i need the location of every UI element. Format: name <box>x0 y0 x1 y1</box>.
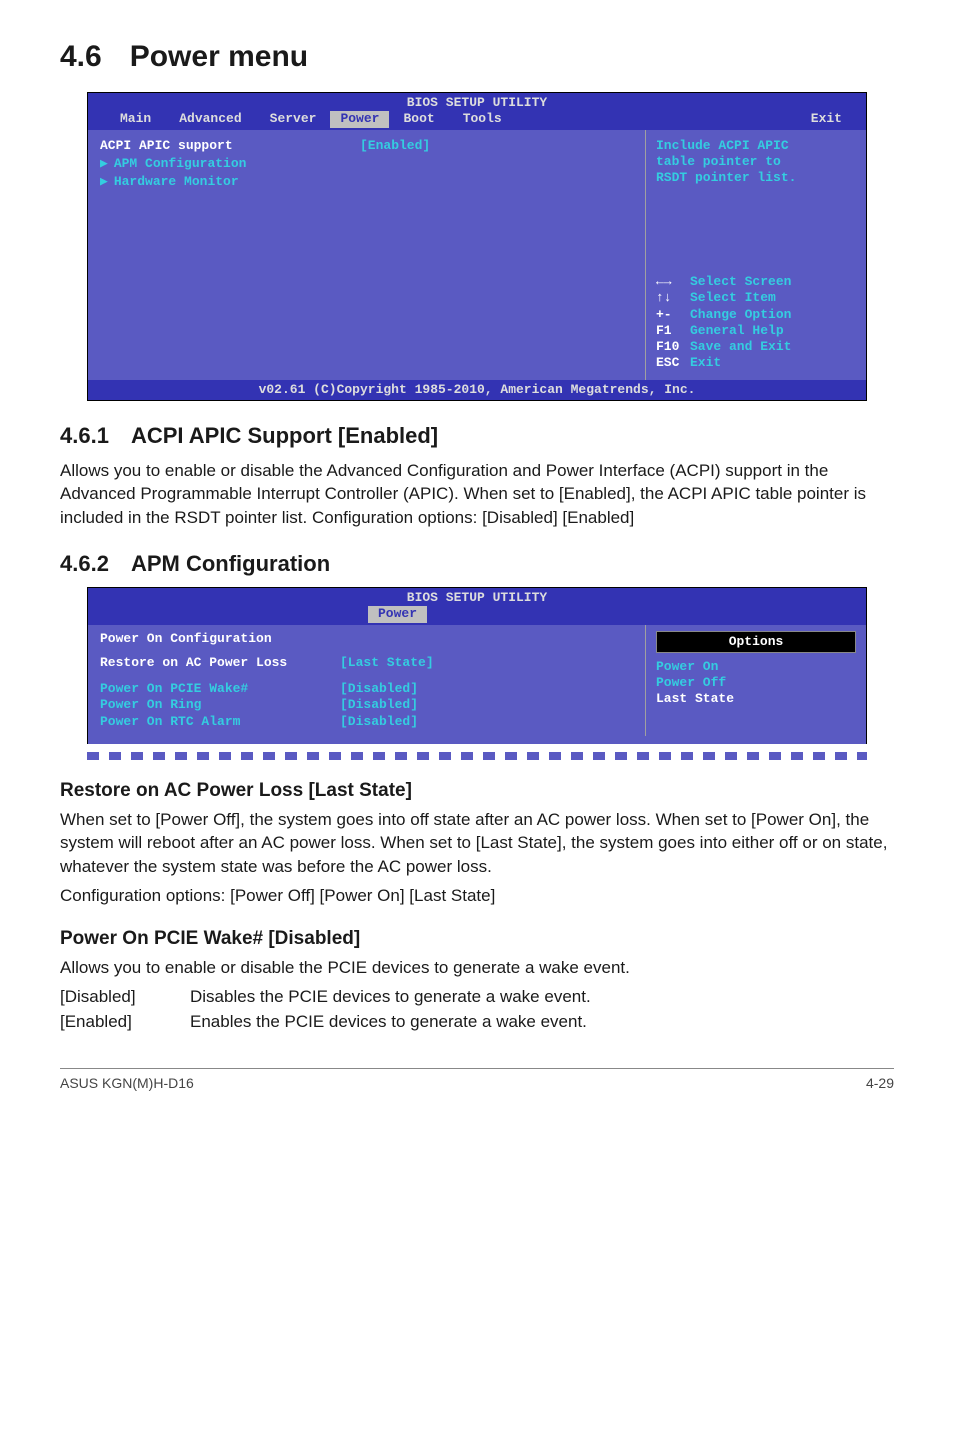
h1-number: 4.6 <box>60 40 102 73</box>
rtc-alarm-value: [Disabled] <box>340 714 418 730</box>
tab-exit: Exit <box>797 111 856 127</box>
acpi-apic-label: ACPI APIC support <box>100 138 360 154</box>
restore-ac-label: Restore on AC Power Loss <box>100 655 340 671</box>
bios-title: BIOS SETUP UTILITY <box>88 588 866 606</box>
restore-ac-value: [Last State] <box>340 655 434 671</box>
pcie-wake-value: [Disabled] <box>340 681 418 697</box>
h2-number: 4.6.1 <box>60 423 109 448</box>
opt-val-enabled: Enables the PCIE devices to generate a w… <box>190 1010 894 1035</box>
acpi-apic-description: Allows you to enable or disable the Adva… <box>60 459 894 529</box>
tab-boot: Boot <box>389 111 448 127</box>
power-on-ring-label: Power On Ring <box>100 697 340 713</box>
h2-title: ACPI APIC Support [Enabled] <box>131 423 438 448</box>
tab-server: Server <box>256 111 331 127</box>
section-heading-4-6-1: 4.6.1 ACPI APIC Support [Enabled] <box>60 423 894 449</box>
bios-power-menu-screenshot: BIOS SETUP UTILITY Main Advanced Server … <box>87 92 867 401</box>
bios-right-pane: Include ACPI APIC table pointer to RSDT … <box>646 130 866 380</box>
page-footer: ASUS KGN(M)H-D16 4-29 <box>60 1068 894 1091</box>
power-on-ring-value: [Disabled] <box>340 697 418 713</box>
apm-config-link: ▶APM Configuration <box>100 156 633 172</box>
tab-tools: Tools <box>449 111 516 127</box>
pcie-wake-heading: Power On PCIE Wake# [Disabled] <box>60 928 894 950</box>
tab-advanced: Advanced <box>165 111 255 127</box>
bios-left-pane: ACPI APIC support [Enabled] ▶APM Configu… <box>88 130 646 380</box>
opt-key-enabled: [Enabled] <box>60 1010 190 1035</box>
pcie-wake-description: Allows you to enable or disable the PCIE… <box>60 956 894 979</box>
hardware-monitor-link: ▶Hardware Monitor <box>100 174 633 190</box>
bios-copyright: v02.61 (C)Copyright 1985-2010, American … <box>88 380 866 400</box>
options-heading: Options <box>656 631 856 653</box>
bios-key-legend: ←→Select Screen ↑↓Select Item +-Change O… <box>656 274 856 372</box>
torn-edge-graphic <box>87 752 867 760</box>
tab-main: Main <box>106 111 165 127</box>
footer-product: ASUS KGN(M)H-D16 <box>60 1075 194 1091</box>
pcie-enabled-row: [Enabled] Enables the PCIE devices to ge… <box>60 1010 894 1035</box>
pcie-wake-label: Power On PCIE Wake# <box>100 681 340 697</box>
bios-left-pane: Power On Configuration Restore on AC Pow… <box>88 625 646 736</box>
h1-title: Power menu <box>130 40 308 73</box>
section-heading-4-6-2: 4.6.2 APM Configuration <box>60 551 894 577</box>
bios-title: BIOS SETUP UTILITY <box>88 93 866 111</box>
acpi-apic-value: [Enabled] <box>360 138 430 154</box>
arrow-icon: ▶ <box>100 156 108 171</box>
opt-key-disabled: [Disabled] <box>60 985 190 1010</box>
option-power-off: Power Off <box>656 675 856 691</box>
bios-tab-bar: Main Advanced Server Power Boot Tools Ex… <box>88 111 866 129</box>
rtc-alarm-label: Power On RTC Alarm <box>100 714 340 730</box>
arrow-icon: ▶ <box>100 174 108 189</box>
restore-ac-options: Configuration options: [Power Off] [Powe… <box>60 884 894 907</box>
opt-val-disabled: Disables the PCIE devices to generate a … <box>190 985 894 1010</box>
pcie-disabled-row: [Disabled] Disables the PCIE devices to … <box>60 985 894 1010</box>
tab-power: Power <box>330 111 389 127</box>
tab-power: Power <box>368 606 427 622</box>
section-heading-4-6: 4.6 Power menu <box>60 40 894 74</box>
option-last-state: Last State <box>656 691 856 707</box>
restore-ac-heading: Restore on AC Power Loss [Last State] <box>60 780 894 802</box>
option-power-on: Power On <box>656 659 856 675</box>
restore-ac-description: When set to [Power Off], the system goes… <box>60 808 894 878</box>
bios-apm-config-screenshot: BIOS SETUP UTILITY Power Power On Config… <box>87 587 867 744</box>
bios-right-pane: Options Power On Power Off Last State <box>646 625 866 736</box>
bios-help-text: Include ACPI APIC table pointer to RSDT … <box>656 138 856 187</box>
power-on-config-heading: Power On Configuration <box>100 631 633 647</box>
h2-number: 4.6.2 <box>60 551 109 576</box>
footer-page-number: 4-29 <box>866 1075 894 1091</box>
h2-title: APM Configuration <box>131 551 330 576</box>
